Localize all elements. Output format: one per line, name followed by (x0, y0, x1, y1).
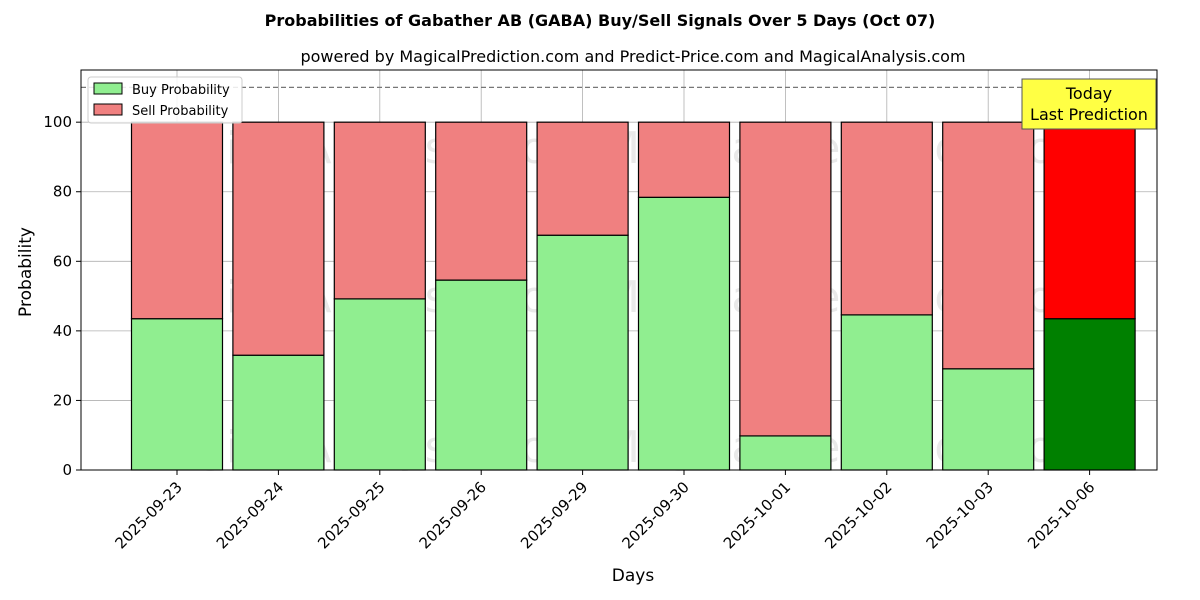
x-tick-label: 2025-09-29 (517, 478, 591, 552)
chart-subtitle: powered by MagicalPrediction.com and Pre… (300, 47, 965, 66)
buy-bar (840, 314, 933, 471)
sell-bar (840, 121, 933, 316)
y-tick-label: 100 (43, 113, 72, 131)
buy-bar (232, 354, 325, 471)
legend-box (87, 76, 243, 124)
sell-bar (536, 121, 629, 236)
sell-bar (435, 121, 528, 281)
legend-swatch-buy (93, 82, 123, 95)
x-tick-label: 2025-09-25 (314, 478, 388, 552)
y-tick-label: 80 (53, 183, 72, 201)
buy-bar (536, 234, 629, 471)
legend-label-buy: Buy Probability (132, 83, 230, 98)
sell-bar (942, 121, 1035, 370)
y-axis-label: Probability (16, 227, 36, 317)
buy-bar (435, 279, 528, 471)
buy-bar (739, 435, 832, 471)
annotation-text: Today (1065, 84, 1112, 103)
x-tick-label: 2025-10-02 (821, 478, 895, 552)
x-tick-label: 2025-09-30 (618, 478, 692, 552)
sell-bar (333, 121, 426, 300)
sell-bar (637, 121, 731, 198)
y-tick-label: 20 (53, 391, 72, 409)
legend-label-sell: Sell Probability (132, 104, 229, 119)
y-tick-label: 60 (53, 252, 72, 270)
sell-bar (130, 121, 224, 320)
x-tick-label: 2025-10-01 (720, 478, 794, 552)
chart-title: Probabilities of Gabather AB (GABA) Buy/… (265, 11, 936, 30)
sell-bar (739, 121, 832, 437)
x-tick-label: 2025-10-06 (1024, 478, 1098, 552)
annotation-box (1021, 78, 1157, 130)
x-tick-label: 2025-10-03 (923, 478, 997, 552)
annotation-text: Last Prediction (1030, 105, 1148, 124)
legend: Buy Probability Sell Probability (87, 76, 243, 124)
plot-frame (80, 69, 1158, 471)
today-annotation: Today Last Prediction (1021, 78, 1157, 130)
plot-area: MagicalAnalysis.comMagicalPrediction.com… (43, 69, 1158, 552)
y-tick-label: 40 (53, 322, 72, 340)
buy-bar (1043, 318, 1136, 471)
buy-bar (333, 298, 426, 471)
x-axis-label: Days (612, 566, 655, 586)
sell-bar (232, 121, 325, 356)
legend-swatch-sell (93, 103, 123, 116)
x-tick-label: 2025-09-26 (416, 478, 490, 552)
x-tick-label: 2025-09-23 (111, 478, 185, 552)
sell-bar (1043, 121, 1136, 320)
buy-bar (130, 318, 224, 471)
buy-bar (942, 368, 1035, 471)
x-tick-label: 2025-09-24 (213, 478, 287, 552)
y-tick-label: 0 (62, 461, 72, 479)
buy-bar (637, 196, 731, 471)
